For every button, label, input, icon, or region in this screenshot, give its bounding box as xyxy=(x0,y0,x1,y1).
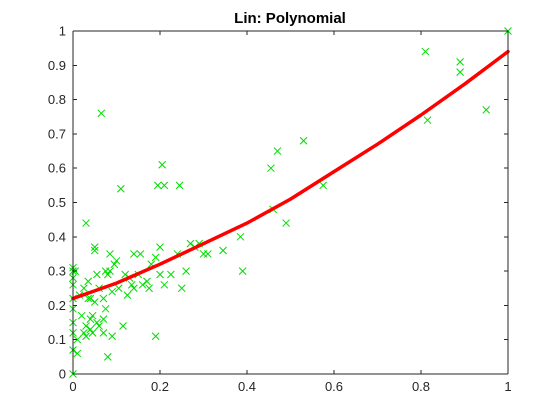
scatter-marker xyxy=(86,315,95,323)
scatter-marker xyxy=(110,260,119,269)
scatter-marker xyxy=(95,322,103,330)
y-tick-label: 0.3 xyxy=(48,264,66,279)
tick-layer: 0 0.2 0.4 0.6 0.8 1 0 0.1 0.2 0.3 0.4 0.5 0.6 0.7 0.8 0… xyxy=(48,24,512,395)
x-tick-label: 0 xyxy=(69,379,76,394)
scatter-marker xyxy=(186,239,195,248)
scatter-marker xyxy=(156,243,164,251)
scatter-marker xyxy=(82,332,90,341)
y-tick-label: 0 xyxy=(59,367,66,382)
y-tick-label: 0.5 xyxy=(48,195,66,210)
x-tick-label: 0.2 xyxy=(151,379,169,394)
y-tick-label: 0.6 xyxy=(48,161,66,176)
scatter-marker xyxy=(82,219,90,227)
scatter-marker xyxy=(73,335,82,344)
scatter-marker xyxy=(153,181,162,190)
scatter-marker xyxy=(238,267,247,275)
scatter-marker xyxy=(167,270,175,279)
scatter-marker xyxy=(156,270,164,279)
scatter-marker xyxy=(93,318,101,327)
scatter-marker xyxy=(319,181,327,190)
y-tick-label: 0.9 xyxy=(48,58,66,73)
scatter-marker xyxy=(99,328,108,337)
scatter-marker xyxy=(108,332,117,341)
scatter-marker xyxy=(145,284,153,293)
scatter-marker xyxy=(203,250,212,258)
x-tick-label: 1 xyxy=(504,379,511,394)
scatter-marker xyxy=(130,250,138,258)
scatter-marker xyxy=(101,304,110,313)
scatter-marker xyxy=(80,328,88,337)
scatter-marker xyxy=(160,280,169,289)
scatter-marker xyxy=(84,277,93,286)
scatter-marker xyxy=(482,106,491,114)
x-tick-label: 0.8 xyxy=(412,379,430,394)
scatter-marker xyxy=(114,284,123,293)
y-tick-label: 1 xyxy=(59,24,66,39)
scatter-marker xyxy=(151,332,160,341)
scatter-marker xyxy=(86,294,95,303)
scatter-marker xyxy=(90,246,99,255)
scatter-marker xyxy=(151,253,160,262)
scatter-marker xyxy=(97,109,106,118)
chart-title: Lin: Polynomial xyxy=(234,10,346,27)
scatter-marker xyxy=(84,294,93,303)
scatter-marker xyxy=(103,352,112,361)
scatter-marker xyxy=(82,322,90,330)
scatter-marker xyxy=(273,147,282,155)
scatter-marker xyxy=(103,270,112,279)
scatter-marker xyxy=(88,311,97,320)
y-tick-label: 0.4 xyxy=(48,229,66,244)
scatter-marker xyxy=(116,184,125,193)
scatter-marker xyxy=(456,68,465,77)
scatter-marker xyxy=(112,256,121,265)
x-tick-label: 0.6 xyxy=(325,379,343,394)
scatter-marker xyxy=(127,280,136,289)
y-tick-label: 0.1 xyxy=(48,332,66,347)
scatter-marker xyxy=(99,315,108,323)
y-tick-label: 0.8 xyxy=(48,92,66,107)
axes-background xyxy=(73,31,508,374)
scatter-marker xyxy=(80,284,88,293)
y-tick-label: 0.2 xyxy=(48,298,66,313)
scatter-marker xyxy=(177,284,186,293)
scatter-marker xyxy=(160,181,169,190)
scatter-marker xyxy=(267,164,275,173)
scatter-marker xyxy=(236,232,245,241)
scatter-marker xyxy=(182,267,190,275)
scatter-marker xyxy=(299,136,308,145)
scatter-marker xyxy=(73,349,82,358)
scatter-marker xyxy=(123,291,132,299)
scatter-marker xyxy=(106,267,114,275)
scatter-marker xyxy=(106,250,114,258)
scatter-marker xyxy=(90,298,99,306)
scatter-marker xyxy=(99,294,108,303)
scatter-marker xyxy=(138,280,147,289)
scatter-marker xyxy=(219,246,227,255)
plot-area: 0 0.2 0.4 0.6 0.8 1 0 0.1 0.2 0.3 0.4 0.5 0.6 0.7 0.8 0… xyxy=(48,24,512,395)
scatter-marker xyxy=(130,284,138,293)
scatter-marker xyxy=(136,250,145,258)
scatter-marker xyxy=(282,219,291,227)
scatter-marker xyxy=(175,181,184,190)
y-tick-label: 0.7 xyxy=(48,126,66,141)
data-layer xyxy=(69,27,512,378)
scatter-marker xyxy=(421,47,430,56)
scatter-marker xyxy=(456,58,465,66)
scatter-marker xyxy=(423,116,432,125)
scatter-marker xyxy=(88,328,97,337)
scatter-marker xyxy=(143,277,151,286)
scatter-marker xyxy=(77,311,86,320)
x-tick-label: 0.4 xyxy=(238,379,256,394)
scatter-marker xyxy=(108,287,117,296)
scatter-marker xyxy=(86,325,95,334)
scatter-marker xyxy=(93,270,101,279)
scatter-marker xyxy=(158,160,167,169)
scatter-marker xyxy=(90,243,99,251)
fit-line xyxy=(71,49,510,301)
scatter-marker xyxy=(119,322,127,330)
